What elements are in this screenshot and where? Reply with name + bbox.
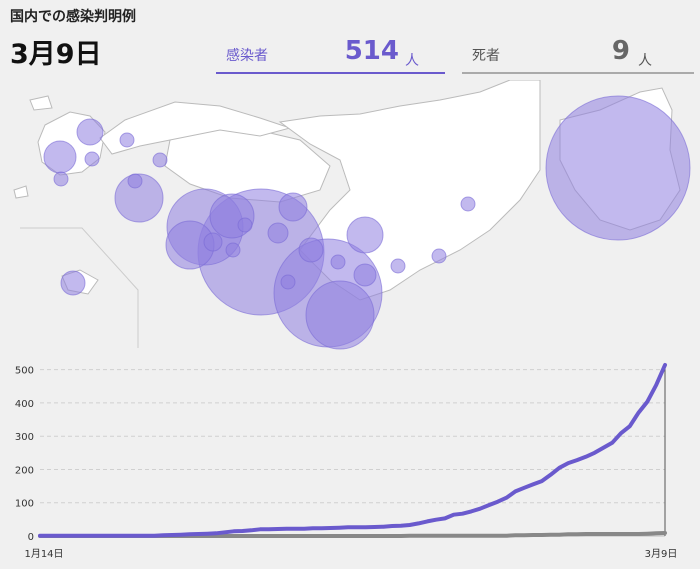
cases-line-chart: 0 100 200 300 400 500 1月14日 3月9日 [15,363,677,560]
bubble-nagano [53,171,69,187]
x-tick-label: 3月9日 [645,548,678,560]
y-tick-label: 500 [15,366,34,377]
deaths-value: 9 [611,36,630,66]
bubble-wakayama [114,173,164,223]
y-tick-label: 400 [15,399,34,410]
infected-stat: 感染者 514 人 [216,36,445,74]
deaths-label: 死者 [472,48,500,64]
chart-x-ticks: 1月14日 3月9日 [24,548,677,560]
infected-unit: 人 [405,53,419,69]
chart-grid [40,369,665,537]
bubble-oita [330,254,346,270]
bubble-hiroshima [127,173,143,189]
y-tick-label: 0 [28,532,34,543]
bubble-hyogo [346,216,384,254]
bubble-nara [298,237,324,263]
series-infected-line [38,363,667,538]
chart-y-ticks: 0 100 200 300 400 500 [15,366,34,543]
deaths-unit: 人 [638,53,652,69]
infected-value: 514 [344,36,399,66]
bubble-shizuoka [119,132,135,148]
header-title: 国内での感染判明例 [10,9,136,25]
x-tick-label: 1月14日 [24,548,63,560]
bubble-fukuoka [60,270,86,296]
bubble-niigata [278,192,308,222]
bubble-fukui [280,274,296,290]
date-label: 3月9日 [10,39,102,70]
map-bubbles [43,95,691,350]
bubble-kanagawa [305,280,375,350]
bubble-kochi [353,263,377,287]
bubble-mie [460,196,476,212]
y-tick-label: 100 [15,499,34,510]
bubble-kyoto [76,118,104,146]
bubble-ishikawa [84,151,100,167]
bubble-ehime [390,258,406,274]
y-tick-label: 200 [15,465,34,476]
bubble-tochigi [152,152,168,168]
bubble-gifu [43,140,77,174]
bubble-kumamoto [267,222,289,244]
okinawa-inset-frame [20,227,139,348]
deaths-stat: 死者 9 人 [462,36,694,74]
y-tick-label: 300 [15,432,34,443]
japan-map [13,80,691,350]
bubble-hokkaido [545,95,691,241]
bubble-tokushima [431,248,447,264]
bubble-gunma [237,217,253,233]
bubble-yamanashi [225,242,241,258]
bubble-okinawa [203,232,223,252]
infected-label: 感染者 [226,48,268,64]
